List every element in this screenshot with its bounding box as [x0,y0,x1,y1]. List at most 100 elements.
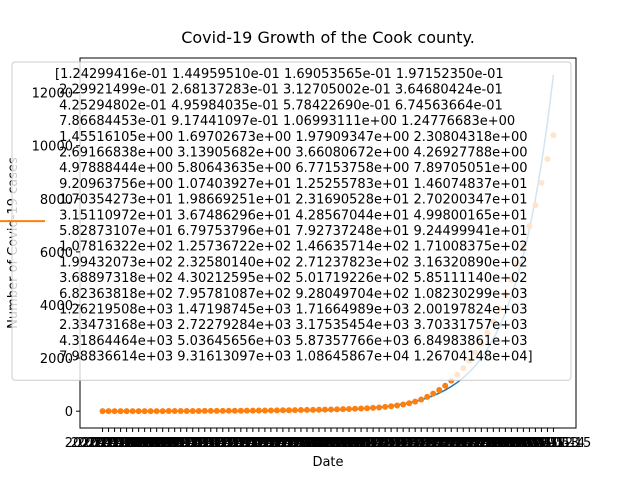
x-tick-label: 2020-04-11 [311,436,387,451]
x-tick-label: 2020-03-08 [107,436,183,451]
x-tick-label: 2020-05-07 [468,436,544,451]
data-point [261,407,268,414]
x-tick-label: 2020-03-06 [95,436,171,451]
x-tick-label: 2020-03-18 [167,436,243,451]
data-point [123,408,130,415]
data-point [159,408,166,415]
x-tick-label: 2020-04-01 [251,436,327,451]
x-tick-label: 2020-04-29 [419,436,495,451]
data-point [352,405,359,412]
data-point [111,408,118,415]
data-point [147,408,154,415]
x-tick-label: 2020-05-09 [480,436,556,451]
x-tick-label: 2020-04-15 [335,436,411,451]
x-tick-label: 2020-03-10 [119,436,195,451]
data-point [285,407,292,414]
legend-line: 4.97888444e+00 5.80643635e+00 6.77153758… [55,161,528,176]
data-point [207,407,214,414]
x-tick-label: 2020-03-25 [209,436,285,451]
y-tick-label: 2000 [40,352,73,367]
legend-line: 2.69166838e+00 3.13905682e+00 3.66080672… [55,146,528,161]
legend: [1.24299416e-01 1.44959510e-01 1.6905356… [0,61,572,381]
x-tick-label: 2020-03-01 [65,436,141,451]
legend-line: 1.26219508e+03 1.47198745e+03 1.71664989… [55,302,528,317]
x-tick-label: 2020-04-19 [359,436,435,451]
x-tick-label: 2020-03-21 [185,436,261,451]
data-point [291,407,298,414]
data-point [412,398,419,405]
x-tick-label: 2020-04-23 [383,436,459,451]
data-point [201,407,208,414]
x-tick-label: 2020-03-04 [83,436,159,451]
x-tick-label: 2020-03-11 [125,436,201,451]
y-tick-label: 12000 [32,87,73,102]
data-point [334,406,341,413]
data-point [183,407,190,414]
x-tick-label: 2020-04-18 [353,436,429,451]
legend-line: 4.31864464e+03 5.03645656e+03 5.87357766… [55,334,528,349]
x-tick-label: 2020-04-14 [329,436,405,451]
x-tick-label: 2020-05-06 [462,436,538,451]
data-point [105,408,112,415]
x-tick-label: 2020-05-14 [510,436,586,451]
data-point [309,406,316,413]
data-point [346,406,353,413]
x-tick-label: 2020-03-31 [245,436,321,451]
data-point [219,407,226,414]
x-tick-label: 2020-05-11 [492,436,568,451]
x-tick-label: 2020-05-01 [432,436,508,451]
x-tick-label: 2020-04-08 [293,436,369,451]
data-point [376,404,383,411]
data-point [213,407,220,414]
x-tick-label: 2020-04-24 [389,436,465,451]
legend-line: 9.20963756e+00 1.07403927e+01 1.25255783… [55,177,528,192]
data-point [153,408,160,415]
y-tick-label: 8000 [40,193,73,208]
x-tick-label: 2020-04-22 [377,436,453,451]
data-point [273,407,280,414]
data-point [358,405,365,412]
x-tick-label: 2020-05-08 [474,436,550,451]
x-tick-label: 2020-04-03 [263,436,339,451]
data-point [267,407,274,414]
legend-line: 7.86684453e-01 9.17441097e-01 1.06993111… [55,114,515,129]
x-tick-label: 2020-04-10 [305,436,381,451]
legend-line: 1.07816322e+02 1.25736722e+02 1.46635714… [55,240,528,255]
legend-line: 4.25294802e-01 4.95984035e-01 5.78422690… [55,98,503,113]
x-tick-label: 2020-05-12 [498,436,574,451]
data-point [388,403,395,410]
legend-line: [1.24299416e-01 1.44959510e-01 1.6905356… [55,67,504,82]
x-tick-label: 2020-03-07 [101,436,177,451]
x-tick-label: 2020-04-05 [275,436,351,451]
chart-title: Covid-19 Growth of the Cook county. [181,28,475,47]
x-tick-label: 2020-03-22 [191,436,267,451]
data-point [135,408,142,415]
data-point [189,407,196,414]
data-point [99,408,106,415]
x-tick-label: 2020-04-02 [257,436,333,451]
data-point [225,407,232,414]
data-point [297,407,304,414]
x-tick-label: 2020-04-04 [269,436,345,451]
y-tick-label: 0 [65,405,73,420]
x-tick-label: 2020-03-26 [215,436,291,451]
data-point [315,406,322,413]
x-tick-label: 2020-03-15 [149,436,225,451]
legend-label: [1.24299416e-01 1.44959510e-01 1.6905356… [55,67,533,365]
legend-line: 1.99432073e+02 2.32580140e+02 2.71237823… [55,255,528,270]
x-tick-label: 2020-03-28 [227,436,303,451]
x-tick-label: 2020-05-15 [516,436,592,451]
legend-line: 1.70354273e+01 1.98669251e+01 2.31690528… [55,193,528,208]
data-point [237,407,244,414]
x-tick-label: 2020-04-21 [371,436,447,451]
data-point [364,405,371,412]
x-tick-label: 2020-05-05 [456,436,532,451]
x-tick-label: 2020-04-30 [425,436,501,451]
x-tick-label: 2020-04-25 [395,436,471,451]
data-point [424,393,431,400]
x-tick-label: 2020-05-10 [486,436,562,451]
y-tick-label: 10000 [32,140,73,155]
data-point [394,402,401,409]
data-point [340,406,347,413]
x-tick-label: 2020-04-13 [323,436,399,451]
